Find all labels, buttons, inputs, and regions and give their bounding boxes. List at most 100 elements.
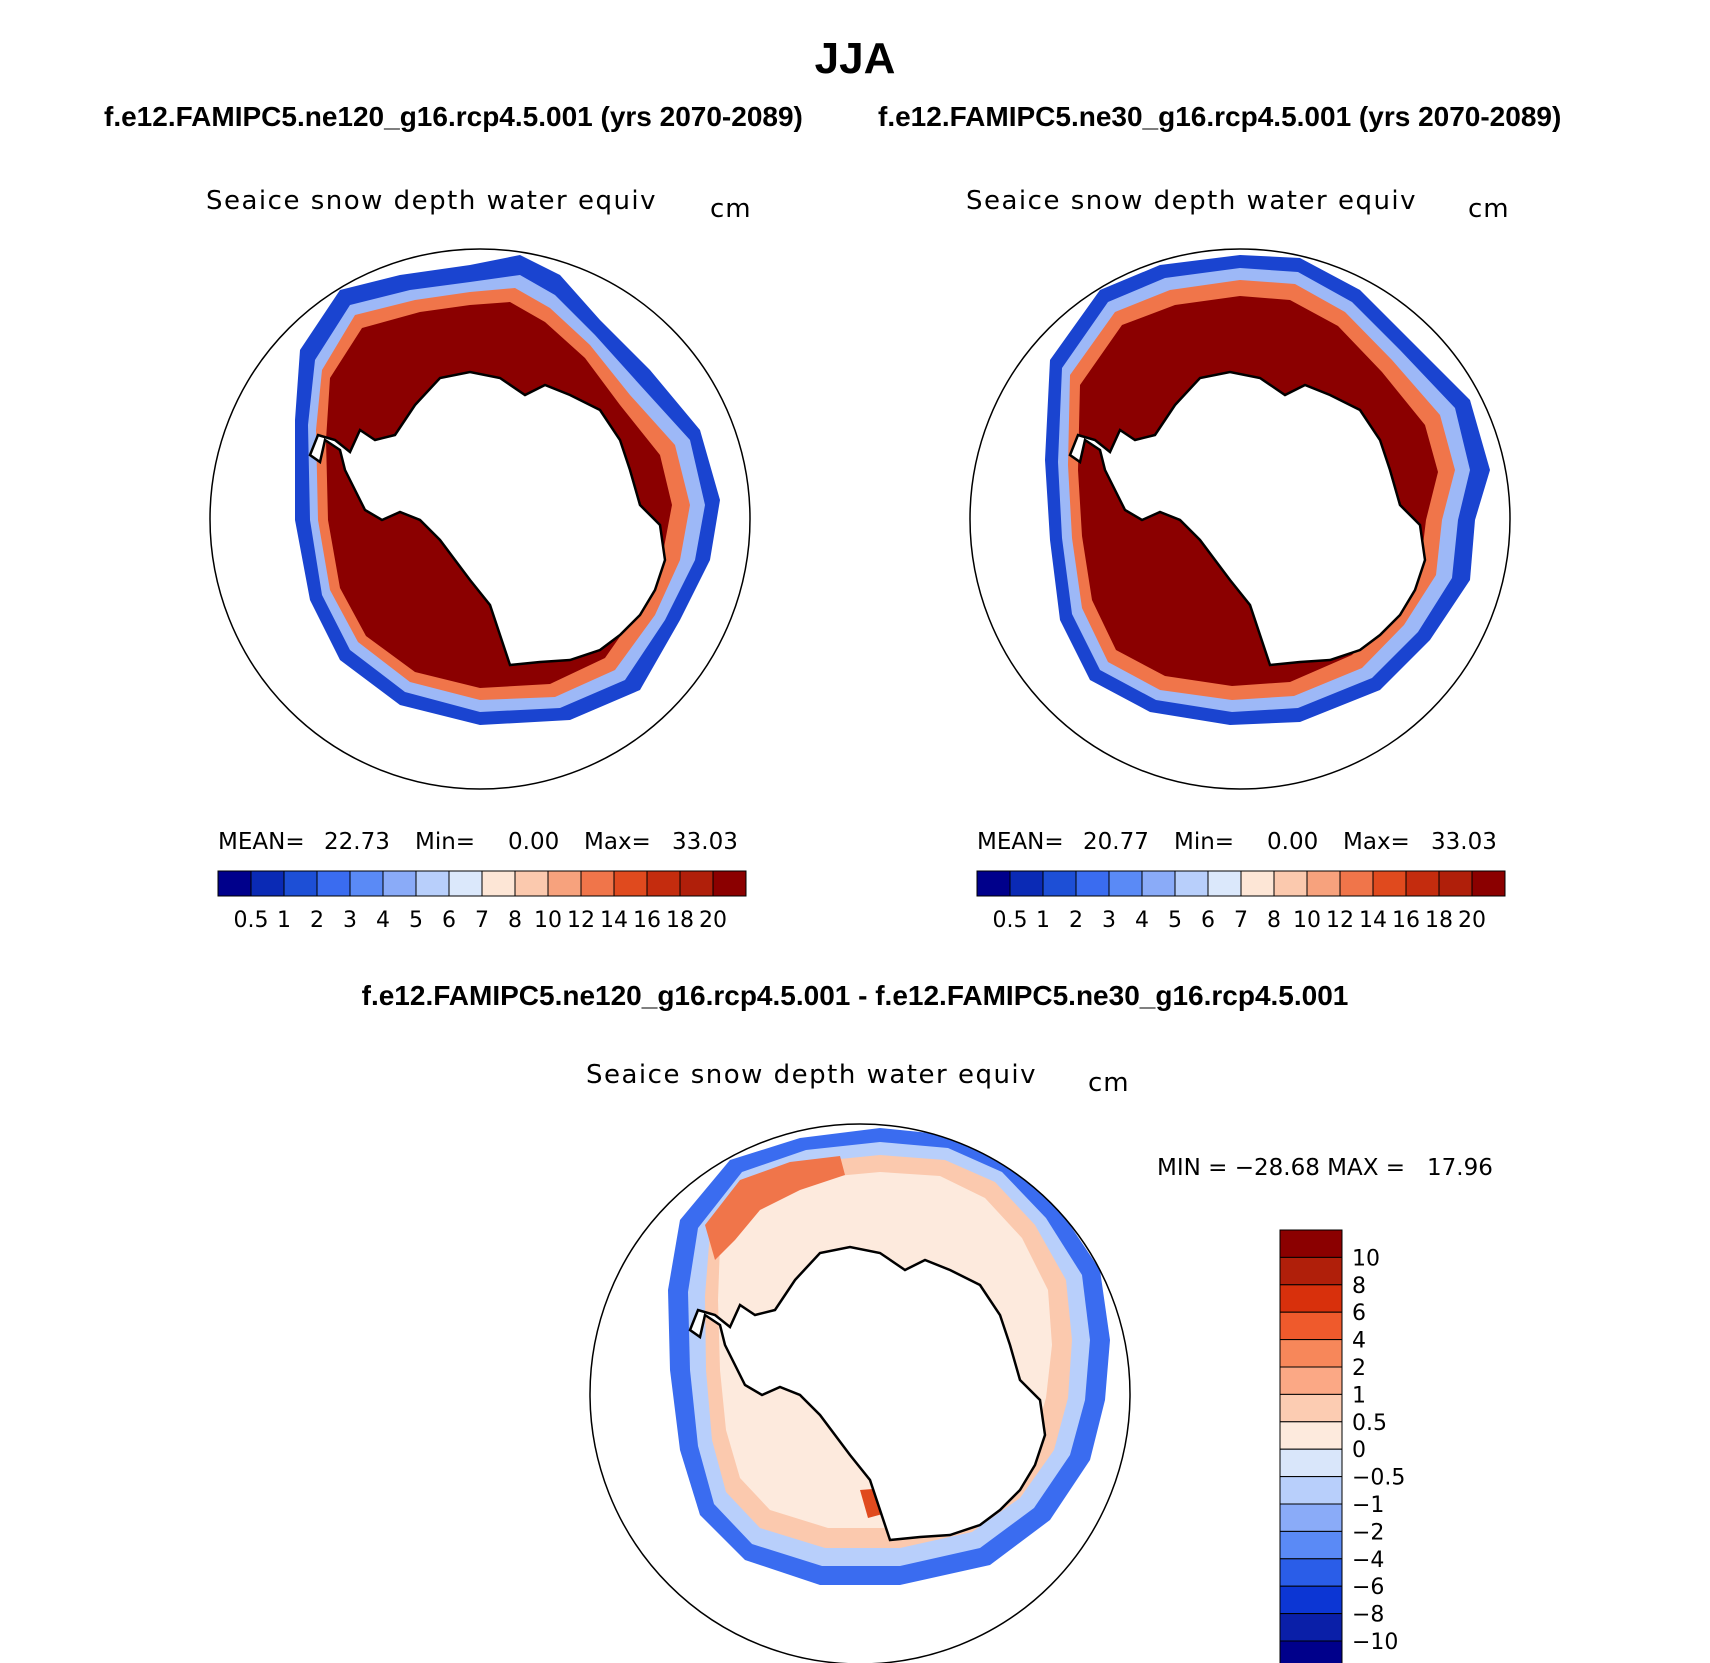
- map-boundary-diff: [589, 1123, 1131, 1663]
- diff-colorbar-tick-label: −1: [1352, 1493, 1384, 1518]
- colorbar-tick-label: 10: [1293, 908, 1321, 933]
- colorbar-swatch: [250, 870, 285, 897]
- mean-value-left: 22.73: [324, 829, 390, 855]
- colorbar-left: 0.5 1 2 3 4 5 6 7 8 10 12 14 16 18 20: [217, 870, 747, 933]
- diff-colorbar-tick-label: −8: [1352, 1603, 1384, 1628]
- colorbar-tick-label: 8: [1267, 908, 1281, 933]
- colorbar-tick-label: 1: [1036, 908, 1050, 933]
- colorbar-tick-label: 16: [1392, 908, 1420, 933]
- colorbar-swatch: [547, 870, 582, 897]
- max-value-right: 33.03: [1431, 829, 1497, 855]
- diff-colorbar-swatch: [1279, 1339, 1343, 1368]
- colorbar-tick-label: 7: [1234, 908, 1248, 933]
- case-title-right: f.e12.FAMIPC5.ne30_g16.rcp4.5.001 (yrs 2…: [878, 101, 1562, 132]
- diff-colorbar-swatch: [1279, 1284, 1343, 1313]
- colorbar-tick-label: 4: [1135, 908, 1149, 933]
- diff-colorbar-swatch: [1279, 1229, 1343, 1258]
- max-value-left: 33.03: [672, 829, 738, 855]
- diff-colorbar-tick-label: 2: [1352, 1356, 1366, 1381]
- variable-label-diff: Seaice snow depth water equiv: [586, 1060, 1038, 1090]
- colorbar-tick-label: 2: [310, 908, 324, 933]
- colorbar-tick-label: 7: [475, 908, 489, 933]
- min-label-left: Min=: [415, 829, 476, 855]
- mean-value-right: 20.77: [1083, 829, 1149, 855]
- diff-colorbar-tick-label: 4: [1352, 1329, 1366, 1354]
- colorbar-swatch: [1207, 870, 1242, 897]
- diff-colorbar-swatch: [1279, 1558, 1343, 1587]
- units-label-diff: cm: [1088, 1068, 1130, 1098]
- max-label-right: Max=: [1343, 829, 1410, 855]
- min-value-right: 0.00: [1267, 829, 1319, 855]
- diff-colorbar-tick-label: 6: [1352, 1301, 1366, 1326]
- colorbar-swatch: [316, 870, 351, 897]
- colorbar-tick-label: 14: [1359, 908, 1387, 933]
- colorbar-tick-label: 18: [1425, 908, 1453, 933]
- colorbar-swatch: [646, 870, 681, 897]
- max-label-left: Max=: [584, 829, 651, 855]
- diff-colorbar-tick-label: −0.5: [1352, 1466, 1405, 1491]
- colorbar-tick-label: 5: [1168, 908, 1182, 933]
- colorbar-tick-label: 3: [343, 908, 357, 933]
- map-boundary-left: [209, 248, 751, 790]
- colorbar-swatch: [448, 870, 483, 897]
- units-label-left: cm: [710, 194, 752, 224]
- diff-colorbar-swatch: [1279, 1421, 1343, 1450]
- diff-colorbar-tick-label: −10: [1352, 1630, 1398, 1655]
- antarctica-left: [308, 370, 667, 667]
- antarctica-right: [1068, 370, 1427, 667]
- mean-label-right: MEAN=: [977, 829, 1064, 855]
- min-label-right: Min=: [1174, 829, 1235, 855]
- diff-colorbar-swatch: [1279, 1311, 1343, 1341]
- diff-colorbar-swatch: [1279, 1613, 1343, 1642]
- colorbar-swatch: [1471, 870, 1506, 897]
- map-right: [1045, 255, 1490, 725]
- diff-colorbar-swatch: [1279, 1503, 1343, 1532]
- colorbar-tick-label: 0.5: [993, 908, 1028, 933]
- colorbar-swatch: [1108, 870, 1143, 897]
- diff-colorbar-tick-label: 0.5: [1352, 1411, 1387, 1436]
- min-value-left: 0.00: [508, 829, 560, 855]
- diff-colorbar-swatch: [1279, 1448, 1343, 1478]
- colorbar-swatch: [679, 870, 714, 897]
- variable-label-right: Seaice snow depth water equiv: [966, 186, 1418, 216]
- colorbar-swatch: [1306, 870, 1341, 897]
- colorbar-swatch: [415, 870, 450, 897]
- colorbar-tick-label: 16: [633, 908, 661, 933]
- colorbar-tick-label: 0.5: [234, 908, 269, 933]
- colorbar-tick-label: 8: [508, 908, 522, 933]
- colorbar-swatch: [1438, 870, 1473, 897]
- colorbar-swatch: [217, 870, 252, 897]
- colorbar-tick-label: 10: [534, 908, 562, 933]
- map-boundary-right: [969, 248, 1511, 790]
- diff-colorbar-tick-label: −6: [1352, 1575, 1384, 1600]
- diff-min-max: MIN = −28.68 MAX = 17.96: [1157, 1155, 1493, 1181]
- colorbar-swatch: [1240, 870, 1275, 897]
- colorbar-tick-label: 20: [699, 908, 727, 933]
- mean-label-left: MEAN=: [218, 829, 305, 855]
- colorbar-tick-label: 14: [600, 908, 628, 933]
- main-title: JJA: [814, 34, 896, 83]
- diff-colorbar-swatch: [1279, 1585, 1343, 1615]
- colorbar-swatch: [580, 870, 615, 897]
- colorbar-swatch: [712, 870, 747, 897]
- colorbar-swatch: [514, 870, 549, 897]
- map-diff: [668, 1128, 1110, 1585]
- colorbar-swatch: [1075, 870, 1110, 897]
- difference-title: f.e12.FAMIPC5.ne120_g16.rcp4.5.001 - f.e…: [361, 980, 1349, 1011]
- diff-colorbar-swatch: [1279, 1476, 1343, 1505]
- colorbar-tick-label: 6: [442, 908, 456, 933]
- colorbar-tick-label: 18: [666, 908, 694, 933]
- colorbar-tick-label: 12: [567, 908, 595, 933]
- colorbar-diff: 10 86 421 0.50 −0.5−1−2 −4−6 −8−10: [1279, 1229, 1405, 1663]
- colorbar-tick-label: 5: [409, 908, 423, 933]
- diff-colorbar-tick-label: 8: [1352, 1274, 1366, 1299]
- colorbar-swatch: [613, 870, 648, 897]
- antarctica-diff: [688, 1245, 1047, 1542]
- colorbar-tick-label: 4: [376, 908, 390, 933]
- units-label-right: cm: [1468, 194, 1510, 224]
- colorbar-swatch: [1042, 870, 1077, 897]
- map-left: [295, 255, 720, 725]
- diff-colorbar-swatch: [1279, 1366, 1343, 1395]
- colorbar-swatch: [1339, 870, 1374, 897]
